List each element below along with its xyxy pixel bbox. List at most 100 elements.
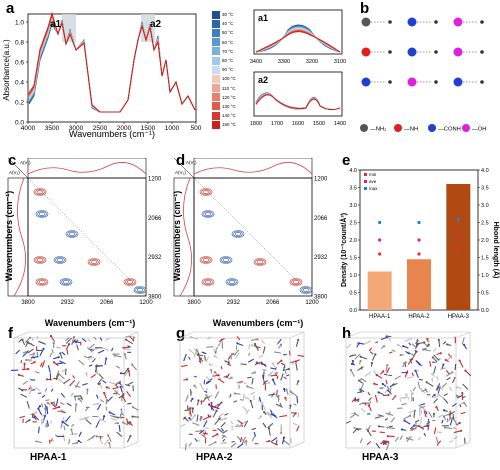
polymer-bond: [279, 415, 288, 418]
polymer-atom: [419, 404, 422, 408]
polymer-bond: [76, 344, 79, 351]
polymer-bond: [417, 341, 425, 345]
polymer-bond: [52, 406, 60, 410]
e-ytick2-label: 0.5: [481, 291, 489, 297]
polymer-bond: [387, 336, 392, 342]
polymer-bond: [260, 339, 266, 345]
polymer-bond: [82, 382, 88, 386]
panel-a-xlabel: Wavenumbers (cm⁻¹): [69, 129, 155, 139]
polymer-atom: [244, 420, 247, 423]
polymer-bond: [281, 437, 285, 445]
polymer-atom: [188, 407, 191, 410]
polymer-bond: [443, 393, 448, 397]
polymer-bond: [60, 392, 66, 398]
polymer-bond: [254, 362, 260, 366]
polymer-atom: [236, 423, 239, 427]
polymer-bond: [266, 412, 273, 419]
caption-hpaa-2: HPAA-2: [196, 452, 233, 463]
polymer-atom: [297, 380, 300, 383]
inset-curve: [255, 93, 341, 111]
polymer-bond: [229, 393, 232, 398]
polymer-bond: [262, 369, 267, 371]
inset-curve: [255, 94, 341, 111]
polymer-bond: [221, 434, 227, 438]
polymer-atom: [253, 342, 257, 346]
polymer-atom: [280, 343, 283, 346]
polymer-bond: [98, 373, 104, 380]
polymer-bond: [449, 386, 453, 392]
corner-label: A(V₁): [186, 160, 197, 165]
legend-swatch: [212, 19, 220, 28]
panel-e-bar-chart: Density (10⁻³count/Å³) Hbond length (Å) …: [339, 168, 500, 320]
legend-entry: 120 °C: [212, 93, 252, 102]
polymer-atom: [433, 393, 436, 397]
polymer-bond: [39, 362, 43, 367]
polymer-bond: [129, 336, 135, 342]
polymer-bond: [41, 394, 46, 398]
polymer-bond: [449, 440, 454, 443]
polymer-atom: [459, 429, 463, 432]
polymer-atom: [58, 405, 61, 409]
polymer-bond: [451, 376, 456, 384]
cos-contour: [133, 286, 147, 294]
legend-entry: 110 °C: [212, 84, 252, 93]
polymer-atom: [209, 415, 212, 418]
a-xtick-label: 3500: [45, 125, 60, 132]
functional-group-ball: [361, 17, 371, 27]
functional-group-ball: [361, 77, 371, 87]
polymer-bond: [360, 366, 364, 370]
legend-entry: 60 °C: [212, 38, 252, 47]
polymer-bond: [414, 419, 420, 423]
polymer-atom: [199, 415, 203, 419]
polymer-bond: [34, 387, 41, 392]
polymer-bond: [283, 440, 290, 446]
polymer-bond: [109, 381, 116, 385]
polymer-bond: [66, 402, 72, 407]
polymer-bond: [214, 418, 220, 426]
cos-ytick-label: 3800: [148, 295, 162, 301]
cos-contour: [56, 258, 64, 263]
polymer-bond: [399, 398, 402, 402]
cos-contour: [36, 258, 44, 263]
inset-curve: [255, 93, 341, 111]
polymer-atom: [215, 409, 218, 412]
polymer-bond: [258, 396, 262, 403]
polymer-bond: [87, 338, 91, 343]
absorbance-curve: [28, 20, 196, 113]
polymer-bond: [428, 411, 433, 418]
polymer-bond: [407, 351, 415, 357]
polymer-bond: [367, 391, 371, 396]
a-xtick-label: 1000: [165, 125, 180, 132]
legend-label: 120 °C: [222, 94, 236, 100]
polymer-bond: [404, 363, 407, 368]
legend-label: —CONH: [438, 127, 461, 133]
polymer-atom: [451, 371, 454, 374]
polymer-bond: [208, 404, 215, 411]
cos-contour: [203, 211, 213, 217]
legend-ball: [360, 124, 368, 132]
md-box-front: [345, 337, 457, 449]
polymer-atom: [271, 378, 275, 381]
polymer-bond: [365, 428, 370, 431]
legend-entry: 100 °C: [212, 74, 252, 83]
polymer-bond: [270, 367, 276, 370]
polymer-atom: [86, 388, 89, 391]
polymer-bond: [436, 383, 441, 391]
polymer-bond: [68, 439, 71, 445]
polymer-atom: [131, 406, 134, 409]
polymer-bond: [217, 427, 223, 433]
inset-a2-label: a2: [258, 75, 268, 85]
cos-ytick-label: 2066: [148, 216, 162, 222]
corner-label: A(V₁): [20, 160, 31, 165]
polymer-bond: [363, 402, 367, 406]
polymer-bond: [295, 362, 298, 371]
polymer-atom: [33, 361, 36, 364]
polymer-bond: [409, 389, 415, 395]
cos-contour: [301, 287, 311, 293]
inset-curve: [255, 92, 341, 111]
polymer-bond: [239, 398, 244, 401]
polymer-bond: [354, 353, 361, 360]
polymer-bond: [418, 409, 421, 417]
polymer-atom: [220, 401, 223, 404]
cos-contour: [225, 278, 239, 286]
